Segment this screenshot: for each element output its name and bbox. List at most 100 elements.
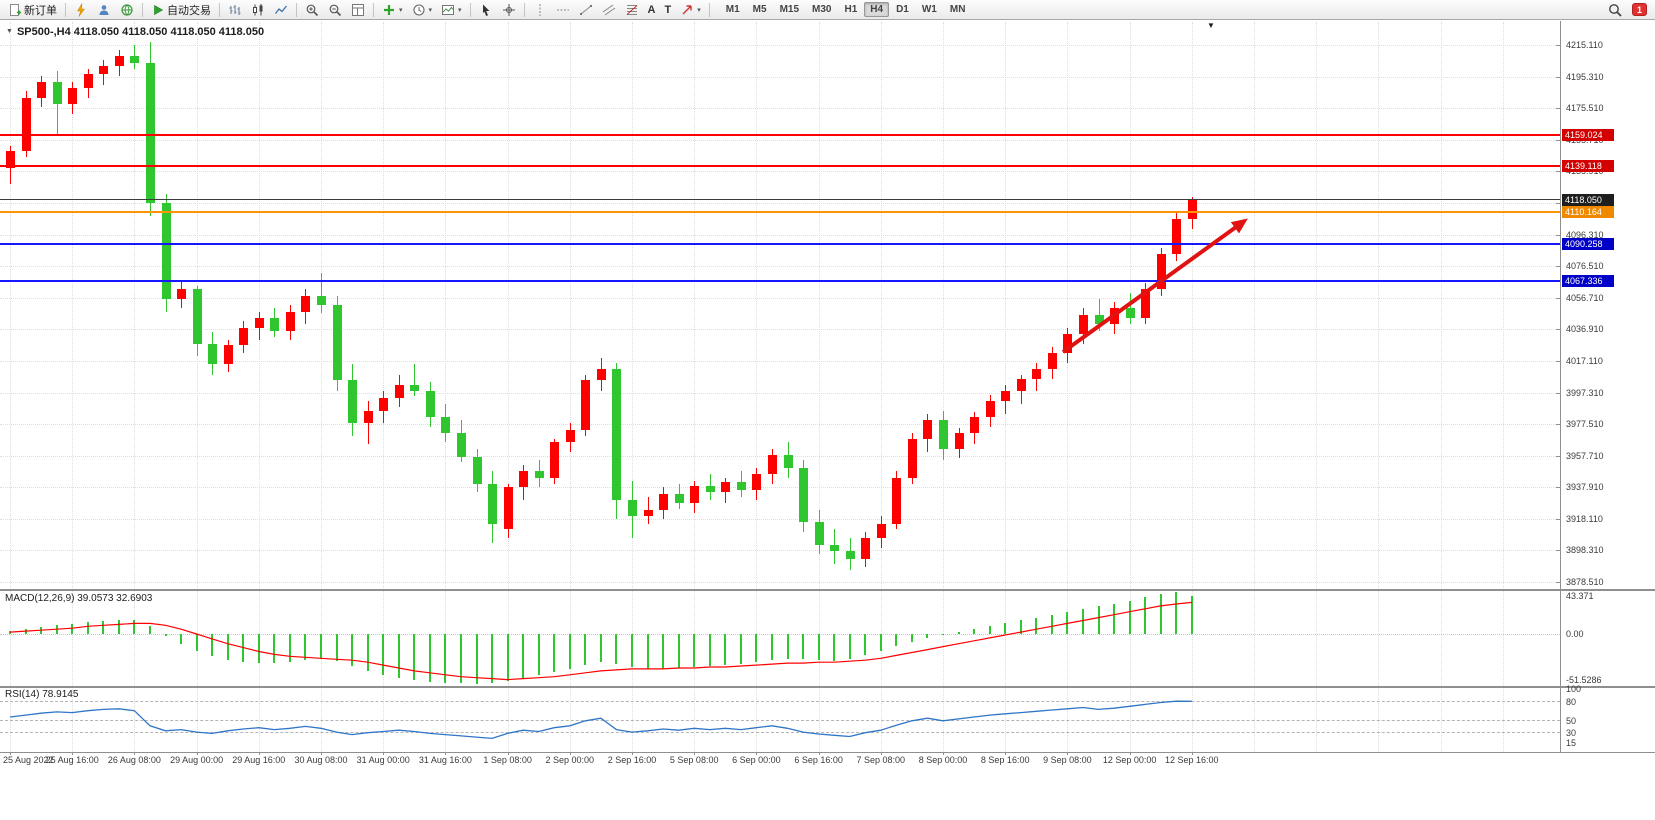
fibonacci-icon	[626, 4, 637, 15]
macd-histogram-bar	[55, 625, 58, 635]
timeframe-button-mn[interactable]: MN	[949, 4, 966, 15]
candle-body	[130, 56, 140, 63]
rsi-axis-label: 50	[1566, 715, 1577, 726]
horizontal-gridline	[0, 266, 1560, 268]
indicator-plus-icon	[384, 4, 394, 15]
macd-histogram-bar	[1035, 617, 1038, 635]
rsi-axis-label: 30	[1566, 728, 1577, 739]
timeframe-button-m30[interactable]: M30	[812, 4, 832, 15]
vertical-gridline	[943, 22, 944, 752]
horizontal-gridline	[0, 108, 1560, 110]
candle-body	[628, 499, 637, 516]
candle-body	[332, 305, 342, 381]
trend-arrow-annotation[interactable]	[1061, 218, 1248, 354]
bar-chart-button[interactable]	[224, 1, 246, 18]
zoom-out-button[interactable]	[324, 1, 346, 18]
rsi-level-line	[0, 719, 1560, 721]
candlestick-chart-button[interactable]	[247, 1, 269, 18]
timeframe-button-m1[interactable]: M1	[725, 4, 740, 15]
macd-histogram-bar	[973, 629, 976, 635]
zoom-in-button[interactable]	[301, 1, 323, 18]
timeframe-button-m15[interactable]: M15	[779, 4, 800, 15]
vertical-line-tool-button[interactable]	[529, 1, 551, 18]
notification-badge[interactable]: 1	[1632, 3, 1647, 16]
metaeditor-button[interactable]	[70, 1, 92, 18]
line-chart-icon	[274, 5, 288, 14]
price-axis-tick	[1556, 487, 1560, 489]
community-button[interactable]	[93, 1, 115, 18]
candle-body	[581, 380, 591, 430]
horizontal-price-line[interactable]	[0, 199, 1560, 201]
templates-button[interactable]: ▾	[437, 1, 466, 18]
channel-icon	[602, 4, 615, 15]
market-button[interactable]	[116, 1, 138, 18]
horizontal-gridline	[0, 329, 1560, 331]
macd-histogram-bar	[522, 634, 525, 678]
chart-shift-marker[interactable]: ▼	[1207, 21, 1215, 30]
label-tool-button[interactable]: T	[661, 1, 676, 18]
candle-body	[441, 416, 451, 433]
trendline-tool-button[interactable]	[575, 1, 597, 18]
one-click-trading-arrow[interactable]: ▼	[6, 28, 13, 35]
time-axis-label: 2 Sep 00:00	[545, 755, 595, 765]
macd-histogram-bar	[537, 634, 540, 675]
vertical-gridline	[818, 22, 820, 752]
horizontal-price-line[interactable]	[0, 165, 1560, 168]
periods-button[interactable]: ▾	[408, 1, 437, 18]
macd-histogram-bar	[817, 634, 820, 661]
time-axis-tick	[258, 752, 260, 755]
cursor-button[interactable]	[475, 1, 497, 18]
toolbar-separator	[219, 2, 220, 17]
candle-body	[68, 88, 78, 105]
candle-body	[1032, 369, 1042, 379]
macd-histogram-bar	[677, 634, 680, 668]
macd-histogram-bar	[1081, 608, 1084, 635]
search-button[interactable]	[1603, 1, 1627, 18]
candle-body	[1078, 314, 1088, 334]
new-order-button[interactable]: 新订单	[4, 1, 61, 18]
macd-histogram-bar	[288, 634, 291, 663]
horizontal-line-tool-button[interactable]	[552, 1, 574, 18]
channel-tool-button[interactable]	[598, 1, 620, 18]
candle-body	[425, 391, 435, 417]
indicators-button[interactable]: ▾	[378, 1, 407, 18]
time-axis-label: 8 Sep 00:00	[918, 755, 968, 765]
crosshair-button[interactable]	[498, 1, 520, 18]
text-tool-button[interactable]: A	[644, 1, 660, 18]
macd-histogram-bar	[1050, 614, 1053, 635]
time-axis-label: 29 Aug 00:00	[170, 755, 224, 765]
fibonacci-tool-button[interactable]	[621, 1, 643, 18]
toolbar-separator	[65, 2, 66, 17]
clock-icon	[412, 3, 425, 16]
rsi-level-line	[0, 700, 1560, 702]
panel-separator-macd[interactable]	[0, 589, 1655, 591]
horizontal-price-line[interactable]	[0, 243, 1560, 246]
price-axis-tick	[1556, 76, 1560, 78]
timeframe-button-m5[interactable]: M5	[752, 4, 767, 15]
timeframe-button-d1[interactable]: D1	[896, 4, 909, 15]
timeframe-button-w1[interactable]: W1	[921, 4, 937, 15]
price-axis-label: 4076.510	[1566, 261, 1604, 272]
horizontal-price-line[interactable]	[0, 133, 1560, 136]
panel-separator-rsi[interactable]	[0, 686, 1655, 688]
horizontal-gridline	[0, 455, 1560, 457]
macd-histogram-bar	[164, 634, 167, 636]
timeframe-button-h4[interactable]: H4	[864, 2, 890, 17]
time-axis-tick	[756, 752, 758, 755]
vertical-gridline	[383, 22, 385, 752]
horizontal-price-line[interactable]	[0, 211, 1560, 214]
time-axis-tick	[569, 752, 571, 755]
arrows-tool-button[interactable]: ▾	[676, 1, 705, 18]
line-chart-button[interactable]	[270, 1, 292, 18]
autotrading-button[interactable]: 自动交易	[147, 1, 215, 18]
tile-windows-button[interactable]	[347, 1, 369, 18]
price-axis-tick	[1556, 234, 1560, 236]
timeframe-button-h1[interactable]: H1	[844, 4, 858, 15]
macd-histogram-bar	[770, 634, 773, 661]
price-axis-line[interactable]	[1560, 21, 1561, 752]
price-axis-tick	[1556, 297, 1560, 299]
horizontal-line-icon	[556, 9, 569, 10]
candle-body	[565, 429, 575, 443]
horizontal-price-line[interactable]	[0, 279, 1560, 282]
